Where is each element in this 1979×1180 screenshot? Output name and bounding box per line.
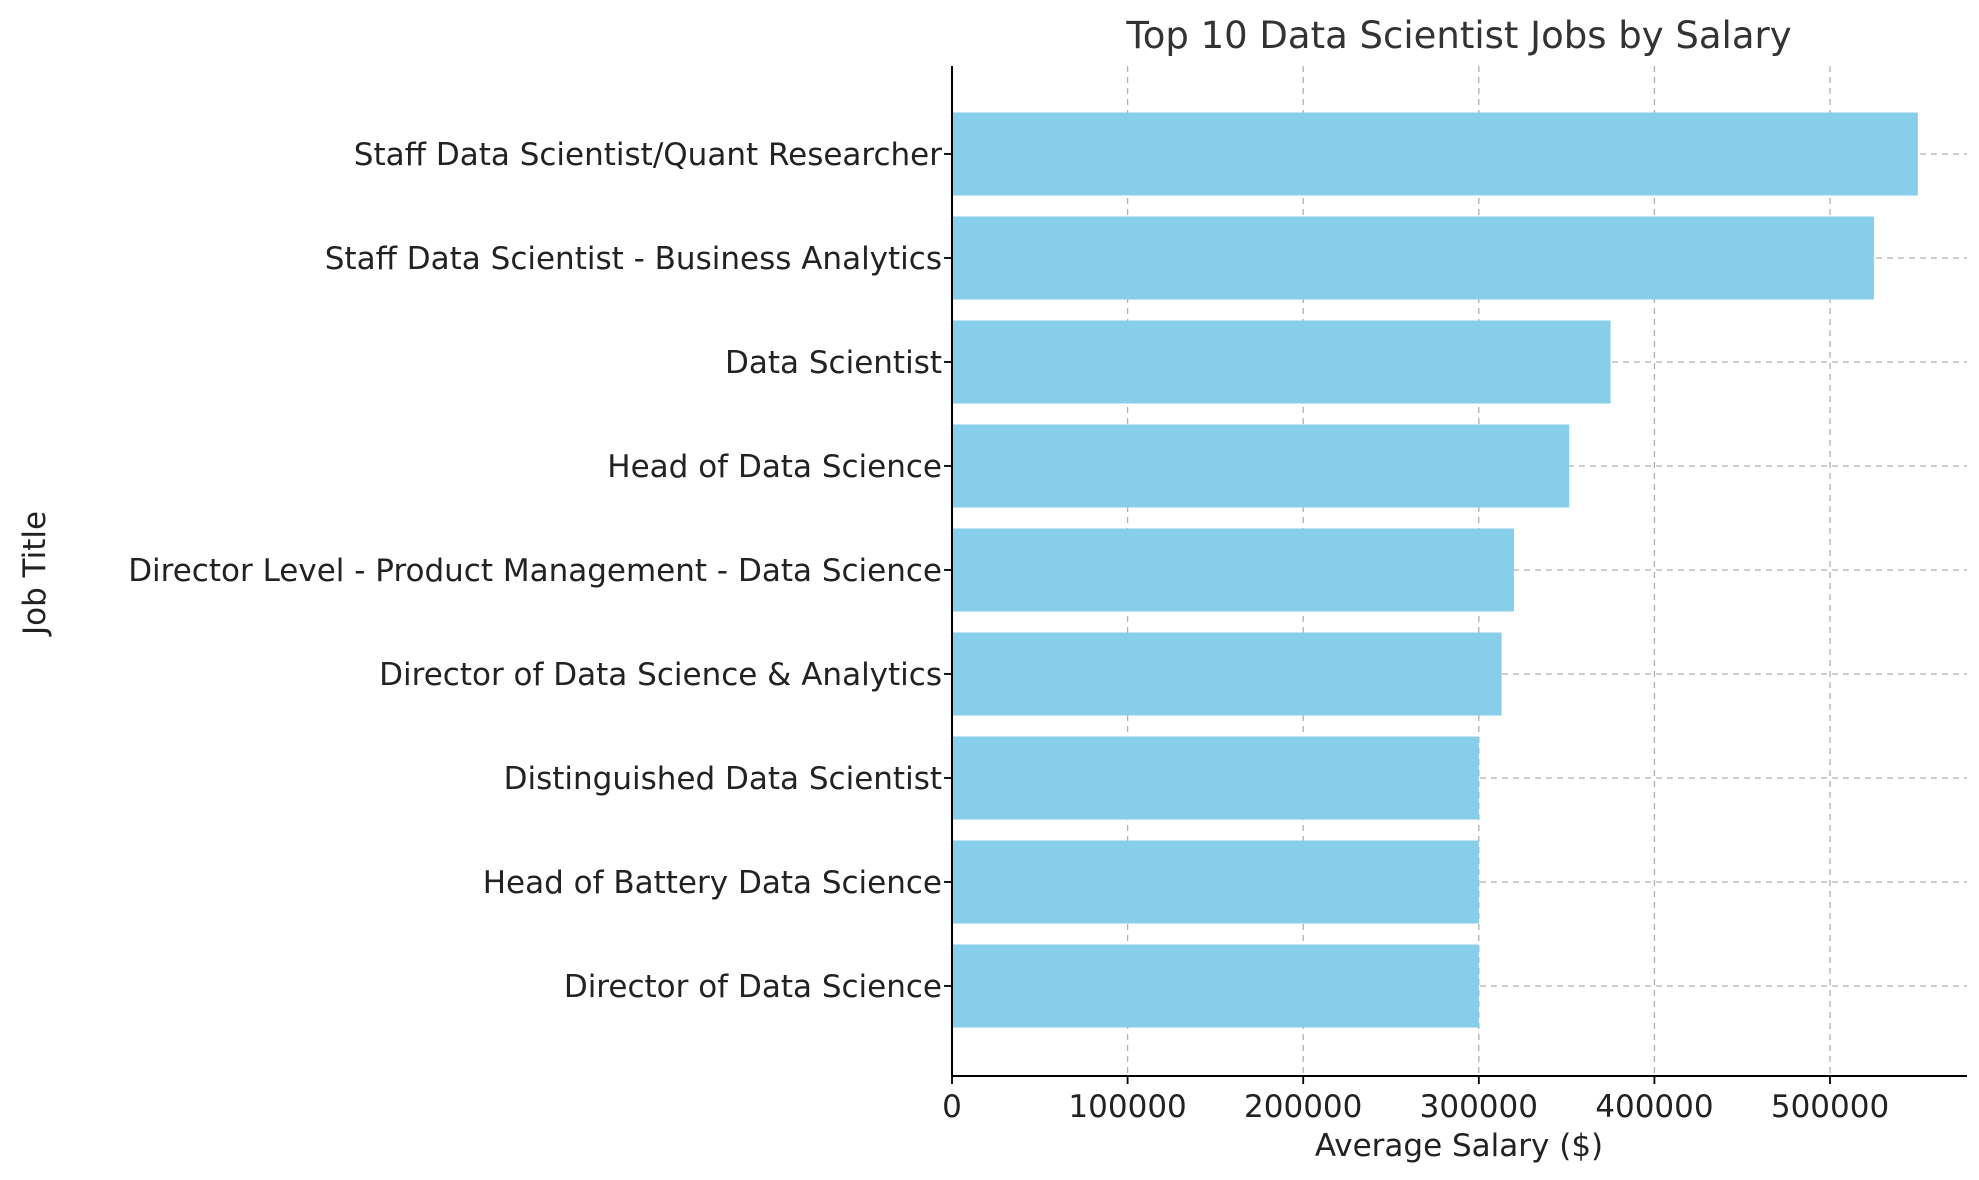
category-label: Head of Data Science <box>607 449 942 485</box>
bar <box>952 840 1479 924</box>
x-tick-label: 200000 <box>1244 1089 1362 1125</box>
category-label: Director of Data Science <box>564 969 942 1005</box>
bar <box>952 736 1479 820</box>
category-label: Distinguished Data Scientist <box>504 761 942 797</box>
x-tick-label: 500000 <box>1771 1089 1889 1125</box>
category-label: Data Scientist <box>725 345 942 381</box>
bar <box>952 632 1502 716</box>
bar <box>952 944 1479 1028</box>
category-label: Head of Battery Data Science <box>483 865 942 901</box>
bars <box>952 112 1918 1028</box>
x-tick-label: 300000 <box>1420 1089 1538 1125</box>
bar <box>952 424 1570 508</box>
bar <box>952 112 1918 196</box>
category-labels: Staff Data Scientist/Quant Researcher Sta… <box>128 137 952 1005</box>
axes <box>951 66 1967 1077</box>
x-tick-label: 100000 <box>1068 1089 1186 1125</box>
bar <box>952 528 1514 612</box>
category-label: Staff Data Scientist - Business Analytic… <box>325 241 942 277</box>
chart-title: Top 10 Data Scientist Jobs by Salary <box>1125 14 1791 57</box>
y-axis-label: Job Title <box>17 511 53 637</box>
category-label: Director Level - Product Management - Da… <box>128 553 942 589</box>
category-label: Director of Data Science & Analytics <box>379 657 942 693</box>
bar <box>952 320 1611 404</box>
category-label: Staff Data Scientist/Quant Researcher <box>354 137 942 173</box>
x-ticks: 0 100000 200000 300000 400000 500000 <box>942 1076 1889 1125</box>
x-tick-label: 0 <box>942 1089 962 1125</box>
x-axis-label: Average Salary ($) <box>1315 1128 1603 1164</box>
bar <box>952 216 1874 300</box>
x-tick-label: 400000 <box>1595 1089 1713 1125</box>
